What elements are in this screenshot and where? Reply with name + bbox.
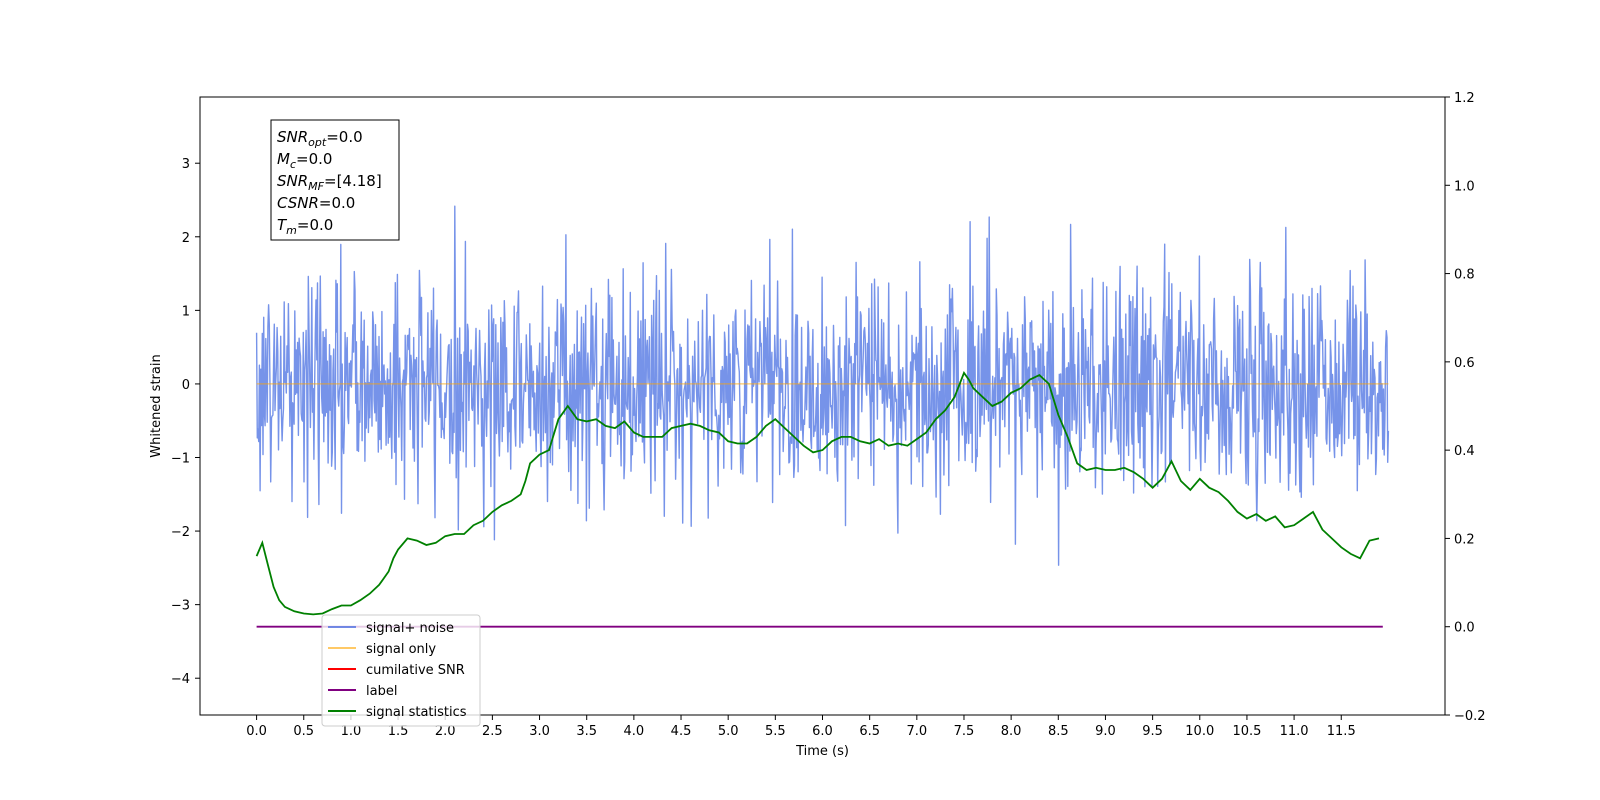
x-tick-label: 5.5	[765, 724, 786, 739]
metrics-box-border	[270, 119, 400, 241]
x-tick-label: 1.5	[388, 724, 409, 739]
metric-symbol: T	[277, 216, 288, 234]
x-tick-label: 8.0	[1001, 724, 1022, 739]
x-tick-label: 10.0	[1185, 724, 1214, 739]
legend-label: signal only	[366, 642, 436, 657]
axis-ticks: 0.0 0.5 1.0 1.5 2.0 2.5 3.0 3.5 4.0 4.5 5.0 5.5 6.0 6…	[171, 91, 1486, 739]
metric-value: =0.0	[297, 216, 333, 234]
metric-subscript: MF	[308, 180, 324, 193]
x-tick-label: 10.5	[1232, 724, 1261, 739]
metric-symbol: M	[277, 150, 290, 168]
y2-tick-label: 1.2	[1454, 91, 1475, 106]
x-tick-label: 7.5	[954, 724, 975, 739]
metric-row: SNRMF=[4.18]	[277, 172, 382, 193]
x-tick-label: 11.5	[1327, 724, 1356, 739]
y2-tick-label: 0.8	[1454, 268, 1475, 283]
x-tick-label: 0.5	[293, 724, 314, 739]
x-tick-label: 4.5	[671, 724, 692, 739]
y-tick-label: 0	[182, 378, 190, 393]
series-line-4	[255, 371, 1380, 616]
metric-subscript: m	[286, 224, 297, 237]
x-tick-label: 7.0	[906, 724, 927, 739]
y2-tick-label: 0.6	[1454, 356, 1475, 371]
y2-tick-label: 0.0	[1454, 621, 1475, 636]
y2-tick-label: 0.2	[1454, 532, 1475, 547]
y-tick-label: 1	[182, 304, 190, 319]
legend-box	[321, 614, 481, 727]
metric-symbol: SNR	[277, 172, 308, 190]
y2-tick-label: 1.0	[1454, 179, 1475, 194]
y-tick-label: 3	[182, 157, 190, 172]
x-tick-label: 2.0	[435, 724, 456, 739]
y-tick-label: 2	[182, 231, 190, 246]
x-tick-label: 0.0	[246, 724, 267, 739]
x-tick-label: 4.0	[624, 724, 645, 739]
metric-symbol: SNR	[277, 128, 308, 146]
legend-label: signal statistics	[366, 705, 467, 720]
metric-row: SNRopt=0.0	[277, 128, 363, 149]
x-tick-label: 2.5	[482, 724, 503, 739]
y-tick-label: −3	[171, 599, 190, 614]
x-tick-label: 3.5	[576, 724, 597, 739]
legend-label: label	[366, 684, 397, 699]
metric-subscript: c	[290, 158, 296, 171]
y-tick-label: −1	[171, 452, 190, 467]
metric-value: =0.0	[296, 150, 332, 168]
x-tick-label: 6.0	[812, 724, 833, 739]
metric-value: =0.0	[326, 128, 362, 146]
y-axis-label: Whitened strain	[149, 354, 164, 457]
y2-tick-label: 0.4	[1454, 444, 1475, 459]
x-tick-label: 5.0	[718, 724, 739, 739]
metric-row: CSNR=0.0	[277, 194, 355, 212]
y2-tick-label: −0.2	[1454, 709, 1486, 724]
x-tick-label: 6.5	[859, 724, 880, 739]
metrics-annotation-box: SNRopt=0.0Mc=0.0SNRMF=[4.18]CSNR=0.0Tm=0…	[270, 119, 400, 241]
legend-label: cumilative SNR	[366, 663, 465, 678]
x-axis-label: Time (s)	[795, 744, 849, 759]
metric-symbol: CSNR	[277, 194, 319, 212]
metric-subscript: opt	[308, 136, 327, 149]
x-tick-label: 3.0	[529, 724, 550, 739]
x-tick-label: 1.0	[341, 724, 362, 739]
x-tick-label: 9.5	[1142, 724, 1163, 739]
metric-value: =0.0	[319, 194, 355, 212]
metric-row: Mc=0.0	[277, 150, 332, 171]
metric-value: =[4.18]	[324, 172, 382, 190]
y-tick-label: −4	[171, 672, 190, 687]
y-tick-label: −2	[171, 525, 190, 540]
metric-row: Tm=0.0	[277, 216, 333, 237]
legend: signal+ noise signal only cumilative SNR la…	[321, 614, 481, 727]
legend-label: signal+ noise	[366, 621, 454, 636]
x-tick-label: 11.0	[1280, 724, 1309, 739]
series-line-0	[255, 205, 1390, 566]
x-tick-label: 9.0	[1095, 724, 1116, 739]
x-tick-label: 8.5	[1048, 724, 1069, 739]
